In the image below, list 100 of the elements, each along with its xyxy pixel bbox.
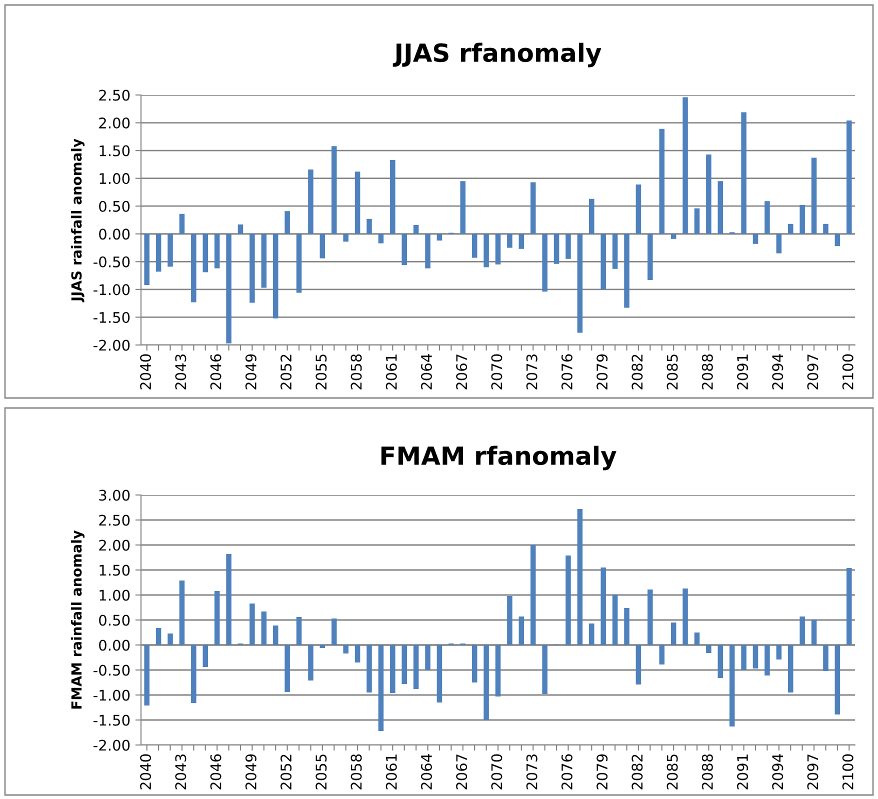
x-tick-label: 2073	[526, 754, 538, 790]
bar	[179, 580, 185, 645]
bar	[214, 591, 220, 645]
bar	[846, 120, 852, 234]
bar	[191, 645, 196, 703]
x-tick-label: 2058	[350, 354, 362, 390]
y-tick-label: -1.50	[94, 312, 130, 323]
bar	[518, 234, 524, 249]
x-tick-label: 2097	[807, 754, 818, 790]
bar	[354, 645, 360, 662]
bar	[402, 645, 407, 684]
x-tick-label: 2043	[175, 354, 186, 390]
bar	[484, 234, 489, 268]
x-tick-label: 2094	[772, 354, 784, 390]
y-tick-label: 1.00	[100, 173, 130, 184]
bar	[343, 234, 348, 242]
bar	[811, 158, 817, 234]
x-tick-label: 2079	[596, 754, 608, 790]
y-tick-label: -0.50	[94, 256, 130, 268]
bar	[320, 645, 326, 648]
bar	[296, 234, 302, 293]
bar	[706, 154, 712, 234]
x-tick-label: 2097	[807, 354, 818, 390]
x-tick-label: 2070	[491, 754, 502, 790]
bar	[648, 590, 653, 645]
bar	[834, 234, 840, 246]
x-tick-label: 2064	[420, 354, 432, 390]
bar	[202, 645, 208, 667]
bar	[436, 234, 442, 241]
bar	[144, 645, 150, 706]
y-tick-label: -2.00	[94, 340, 130, 351]
x-tick-label: 2052	[280, 754, 292, 790]
x-tick-label: 2055	[316, 754, 327, 790]
y-axis-title: JJAS rainfall anomaly	[70, 138, 85, 302]
bar	[168, 634, 173, 645]
x-tick-label: 2049	[245, 354, 256, 390]
bar	[425, 234, 430, 268]
x-tick-label: 2046	[210, 754, 222, 790]
bar	[566, 234, 571, 259]
bar	[566, 556, 571, 645]
x-tick-label: 2052	[280, 354, 292, 390]
bar	[600, 234, 606, 290]
y-axis-title: FMAM rainfall anomaly	[70, 530, 85, 709]
x-tick-label: 2094	[772, 754, 784, 790]
x-tick-label: 2082	[632, 354, 643, 390]
bar	[272, 626, 278, 645]
bar	[600, 568, 606, 645]
y-tick-label: -1.00	[94, 690, 130, 701]
y-tick-label: 3.00	[99, 490, 130, 501]
x-tick-label: 2091	[737, 754, 748, 790]
bar	[788, 224, 794, 234]
y-tick-label: -2.00	[94, 740, 130, 751]
bar	[542, 234, 548, 292]
bar	[354, 172, 360, 234]
bar	[191, 234, 196, 302]
x-tick-label: 2061	[386, 354, 397, 390]
bar	[554, 234, 560, 264]
bar	[670, 622, 676, 645]
bar	[366, 645, 372, 692]
bar	[741, 645, 746, 670]
bar	[776, 234, 782, 254]
bar	[648, 234, 653, 280]
bar	[402, 234, 407, 265]
bar	[694, 208, 700, 234]
bar	[214, 234, 220, 268]
y-tick-label: 2.50	[99, 514, 130, 526]
x-tick-label: 2067	[456, 754, 468, 790]
bar	[332, 618, 337, 645]
x-tick-label: 2061	[386, 754, 397, 790]
x-tick-label: 2040	[140, 354, 152, 390]
x-tick-label: 2043	[175, 754, 186, 790]
y-tick-label: 0.50	[99, 200, 130, 212]
bar	[261, 234, 267, 288]
bar	[320, 234, 326, 258]
bar	[718, 181, 724, 234]
bar	[612, 594, 618, 645]
x-tick-label: 2073	[526, 354, 538, 390]
bar	[542, 645, 548, 694]
bar	[296, 617, 302, 645]
x-tick-label: 2049	[245, 754, 256, 790]
bar	[659, 645, 664, 664]
bar	[413, 645, 419, 689]
bar	[518, 616, 524, 645]
bar	[577, 234, 583, 333]
bar	[226, 234, 232, 344]
bar	[577, 509, 583, 645]
y-tick-label: 1.00	[100, 590, 130, 601]
chart-title: JJAS rfanomaly	[392, 42, 602, 68]
bar	[764, 201, 770, 234]
x-tick-label: 2088	[702, 354, 713, 390]
bar	[624, 234, 630, 308]
bar	[484, 645, 489, 720]
bar	[729, 645, 735, 726]
bar	[752, 234, 758, 244]
bar	[226, 554, 232, 645]
bar	[436, 645, 442, 702]
y-tick-label: 2.00	[99, 117, 130, 129]
bar	[800, 616, 805, 645]
bar	[788, 645, 794, 692]
bar	[156, 628, 162, 645]
